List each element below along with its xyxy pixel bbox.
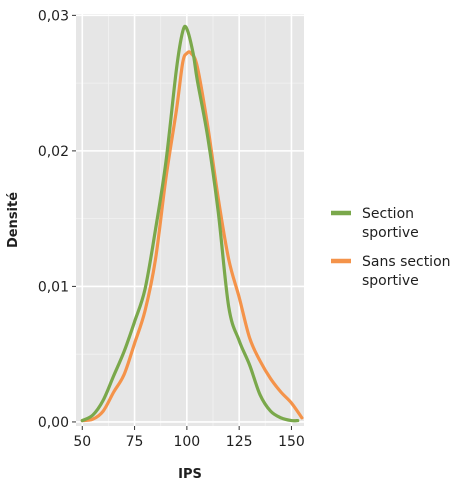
series-line-section-sportive bbox=[80, 24, 300, 423]
axes: 50 75 100 125 150 0,00 0,01 0,02 0,03 bbox=[38, 8, 305, 450]
x-axis-title: IPS bbox=[178, 467, 202, 482]
y-tick-label: 0,00 bbox=[38, 415, 69, 431]
y-tick-label: 0,01 bbox=[38, 279, 69, 295]
series-line-sans-section-sportive bbox=[80, 50, 304, 423]
legend-label: Sans section sportive bbox=[362, 254, 451, 289]
x-tick-label: 125 bbox=[226, 434, 253, 450]
grid-lines bbox=[76, 14, 304, 426]
x-tick-label: 150 bbox=[278, 434, 305, 450]
x-tick-label: 50 bbox=[73, 434, 91, 450]
legend: Section sportive Sans section sportive bbox=[331, 206, 451, 289]
series-lines bbox=[80, 24, 304, 423]
y-axis-title: Densité bbox=[6, 192, 21, 248]
y-tick-label: 0,02 bbox=[38, 144, 69, 160]
x-tick-label: 75 bbox=[126, 434, 144, 450]
x-tick-label: 100 bbox=[173, 434, 200, 450]
plot-panel bbox=[76, 14, 304, 426]
y-tick-label: 0,03 bbox=[38, 8, 69, 24]
legend-label: Section sportive bbox=[362, 206, 419, 241]
